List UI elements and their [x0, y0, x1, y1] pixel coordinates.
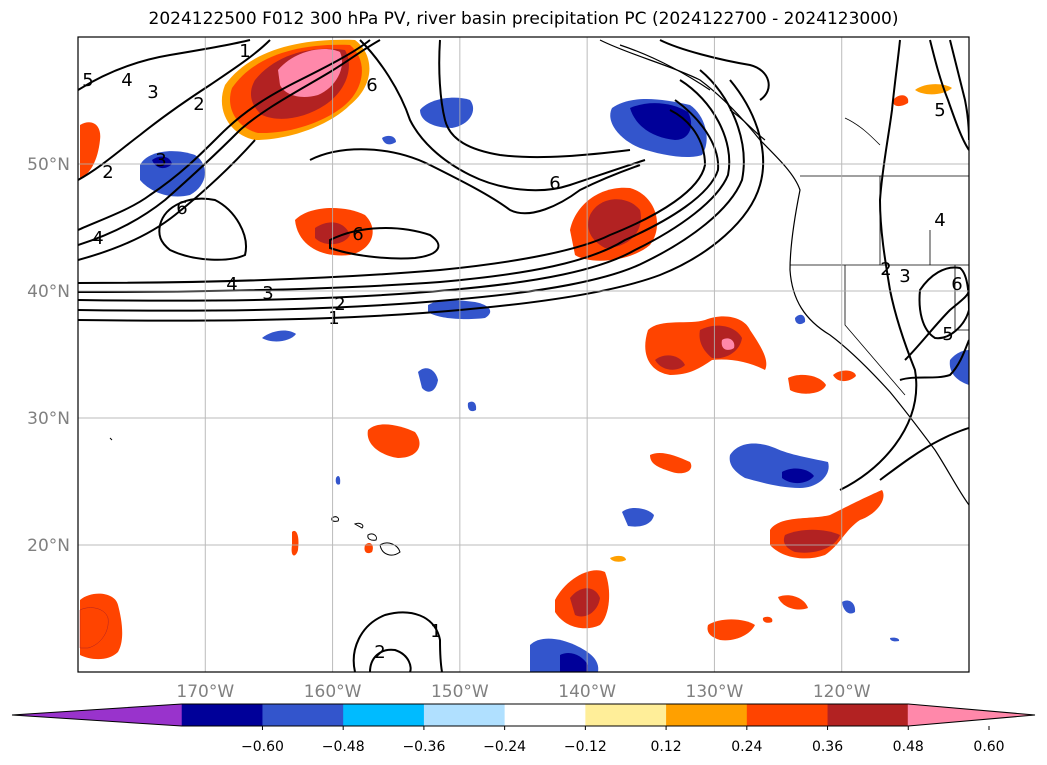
- colorbar-segment: [262, 704, 344, 726]
- colorbar-tick-label: 0.12: [651, 739, 682, 755]
- colorbar-segment: [666, 704, 748, 726]
- pv-label: 5: [934, 100, 945, 121]
- colorbar-segment: [585, 704, 667, 726]
- colorbar-tick-label: −0.36: [402, 739, 445, 755]
- map-title: 2024122500 F012 300 hPa PV, river basin …: [148, 9, 899, 29]
- pv-label: 6: [951, 274, 962, 295]
- pv-label: 5: [942, 324, 953, 345]
- lon-tick-label: 170°W: [176, 682, 234, 702]
- pv-label: 6: [366, 75, 377, 96]
- positive-precip-shading: [79, 39, 952, 660]
- lat-tick-label: 30°N: [27, 409, 70, 429]
- colorbar-outline: [11, 703, 1036, 727]
- lon-tick-label: 140°W: [558, 682, 616, 702]
- lat-tick-label: 50°N: [27, 155, 70, 175]
- colorbar-tick-label: −0.48: [322, 739, 365, 755]
- pv-label: 4: [226, 274, 237, 295]
- colorbar-tick-label: −0.24: [483, 739, 526, 755]
- pv-contour-labels: 5 4 3 2 1 2 3 6 6 6 4 3 2 1 6 4 3 2 4 5 …: [82, 41, 962, 663]
- colorbar-tick-label: 0.24: [731, 739, 762, 755]
- pv-label: 2: [880, 259, 891, 280]
- pv-label: 3: [147, 82, 158, 103]
- latitude-labels: 50°N 40°N 30°N 20°N: [27, 155, 70, 556]
- map-plot-area: [78, 37, 969, 672]
- lon-tick-label: 120°W: [813, 682, 871, 702]
- pv-label: 4: [934, 210, 945, 231]
- colorbar-tick-label: 0.48: [893, 739, 924, 755]
- colorbar-segment: [181, 704, 263, 726]
- lat-tick-label: 40°N: [27, 282, 70, 302]
- pv-label: 6: [176, 198, 187, 219]
- pv-label: 6: [352, 224, 363, 245]
- coastline: [599, 39, 969, 506]
- pv-label: 2: [374, 642, 385, 663]
- map-gridlines: [78, 37, 969, 672]
- colorbar-segment: [504, 704, 586, 726]
- pv-label: 3: [155, 150, 166, 171]
- colorbar-segment: [827, 704, 909, 726]
- pv-label: 1: [430, 621, 441, 642]
- pv-contours: [78, 39, 969, 672]
- pv-label: 6: [549, 173, 560, 194]
- pv-label: 3: [899, 266, 910, 287]
- pv-label: 4: [92, 228, 103, 249]
- pv-label: 2: [102, 162, 113, 183]
- state-borders: [790, 117, 969, 396]
- lat-tick-label: 20°N: [27, 536, 70, 556]
- map-frame: [77, 36, 970, 673]
- lon-tick-label: 150°W: [431, 682, 489, 702]
- colorbar-extend-max: [907, 704, 1035, 726]
- longitude-labels: 170°W 160°W 150°W 140°W 130°W 120°W: [176, 682, 870, 702]
- lon-tick-label: 130°W: [686, 682, 744, 702]
- colorbar-segment: [343, 704, 425, 726]
- colorbar-tick-label: 0.60: [973, 739, 1004, 755]
- pv-label: 1: [239, 41, 250, 62]
- pv-label: 2: [193, 94, 204, 115]
- colorbar-tick-label: −0.12: [564, 739, 607, 755]
- colorbar-extend-min: [12, 704, 183, 726]
- lon-tick-label: 160°W: [304, 682, 362, 702]
- pv-label: 3: [262, 283, 273, 304]
- pv-label: 2: [334, 294, 345, 315]
- colorbar-tick-label: −0.60: [241, 739, 284, 755]
- pv-label: 4: [121, 70, 132, 91]
- colorbar-segment: [746, 704, 829, 726]
- colorbar-tick-label: 0.36: [812, 739, 843, 755]
- pv-label: 5: [82, 70, 93, 91]
- pv-label: 1: [328, 308, 339, 329]
- colorbar: −0.60 −0.48 −0.36 −0.24 −0.12 0.12 0.24 0.36 0.4…: [11, 703, 1036, 755]
- colorbar-segment: [423, 704, 506, 726]
